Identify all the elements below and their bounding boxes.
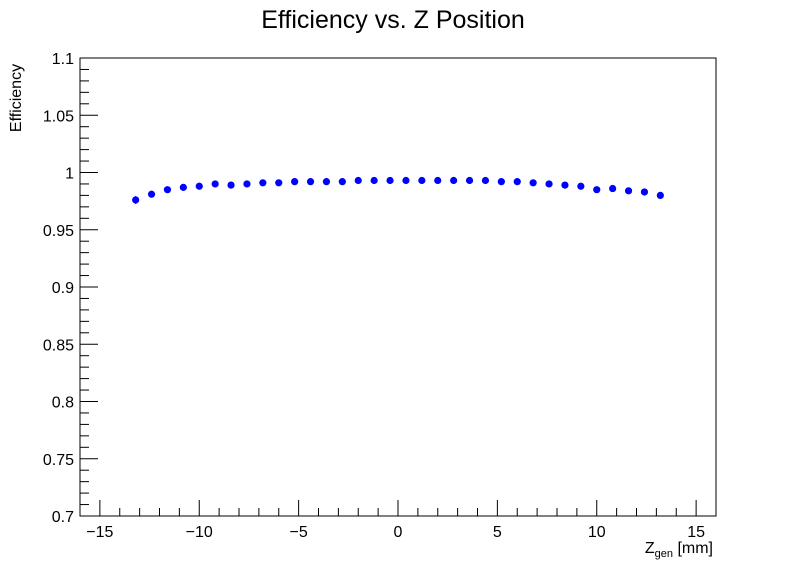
- data-marker: [132, 196, 140, 204]
- data-point: [529, 179, 537, 187]
- x-axis-title: Zgen [mm]: [645, 540, 713, 560]
- data-point: [179, 183, 187, 191]
- data-marker: [306, 178, 315, 186]
- data-marker: [481, 176, 490, 185]
- data-marker: [529, 179, 537, 187]
- data-point: [577, 182, 585, 190]
- data-point: [402, 176, 410, 185]
- data-point: [497, 178, 505, 186]
- data-marker: [243, 180, 251, 188]
- data-point: [481, 176, 490, 185]
- x-tick-label: 10: [588, 524, 606, 541]
- y-tick-label: 0.95: [43, 223, 74, 240]
- data-marker: [418, 176, 426, 185]
- data-point: [338, 178, 346, 186]
- x-tick-label: 15: [687, 524, 705, 541]
- y-tick-label: 0.75: [43, 452, 74, 469]
- x-tick-label: 5: [493, 524, 502, 541]
- data-point: [195, 182, 203, 190]
- data-marker: [163, 186, 172, 194]
- y-tick-label: 0.9: [52, 280, 74, 297]
- data-marker: [259, 179, 267, 187]
- data-marker: [386, 176, 394, 185]
- data-point: [211, 180, 219, 188]
- data-marker: [227, 181, 235, 189]
- y-axis-title: Efficiency: [8, 64, 25, 132]
- data-marker: [275, 179, 283, 187]
- data-point: [163, 186, 172, 194]
- data-marker: [624, 187, 633, 195]
- data-marker: [609, 184, 617, 193]
- y-tick-label: 0.85: [43, 337, 74, 354]
- data-point: [259, 179, 267, 187]
- data-point: [545, 180, 553, 188]
- data-point: [243, 180, 251, 188]
- x-axis-title-unit: [mm]: [673, 540, 713, 557]
- x-tick-label: −5: [290, 524, 308, 541]
- data-point: [593, 186, 601, 194]
- y-tick-label: 0.7: [52, 509, 74, 526]
- plot-frame: [79, 57, 717, 517]
- data-point: [306, 178, 315, 186]
- data-point: [656, 191, 664, 199]
- y-tick-label: 1.1: [52, 51, 74, 68]
- y-tick-label: 1.05: [43, 108, 74, 125]
- data-point: [418, 176, 426, 185]
- data-marker: [434, 176, 442, 185]
- data-marker: [497, 178, 505, 186]
- data-marker: [291, 178, 299, 186]
- data-marker: [354, 176, 362, 185]
- data-marker: [561, 181, 569, 189]
- x-tick-label: −15: [86, 524, 113, 541]
- x-tick-label: 0: [394, 524, 403, 541]
- data-marker: [179, 183, 187, 191]
- data-point: [386, 176, 394, 185]
- data-marker: [577, 182, 585, 190]
- x-axis-title-main: Z: [645, 540, 655, 557]
- chart-title: Efficiency vs. Z Position: [261, 6, 525, 34]
- x-axis-title-subscript: gen: [655, 548, 673, 560]
- data-point: [640, 188, 649, 196]
- data-point: [291, 178, 299, 186]
- data-marker: [640, 188, 649, 196]
- x-axis: −15 −10 −5 0 5 10 15: [79, 500, 717, 541]
- data-point: [275, 179, 283, 187]
- data-marker: [593, 186, 601, 194]
- data-point: [354, 176, 362, 185]
- data-marker: [338, 178, 346, 186]
- data-point: [322, 178, 331, 186]
- data-marker: [465, 176, 474, 185]
- data-point: [609, 184, 617, 193]
- y-axis: 0.7 0.75 0.8 0.85 0.9 0.95 1 1.05 1.1: [43, 51, 98, 526]
- data-point: [227, 181, 235, 189]
- data-marker: [147, 190, 156, 198]
- y-tick-label: 0.8: [52, 395, 74, 412]
- data-marker: [402, 176, 410, 185]
- data-point: [370, 176, 378, 185]
- data-marker: [370, 176, 378, 185]
- data-point: [434, 176, 442, 185]
- data-point: [450, 176, 458, 185]
- data-points: [132, 176, 664, 204]
- data-point: [624, 187, 633, 195]
- data-marker: [656, 191, 664, 199]
- data-marker: [513, 178, 521, 186]
- x-tick-label: −10: [186, 524, 213, 541]
- data-point: [147, 190, 156, 198]
- data-marker: [211, 180, 219, 188]
- data-point: [561, 181, 569, 189]
- data-point: [465, 176, 474, 185]
- y-tick-label: 1: [65, 166, 74, 183]
- data-marker: [545, 180, 553, 188]
- data-point: [132, 195, 140, 204]
- data-point: [513, 178, 521, 186]
- data-marker: [450, 176, 458, 185]
- data-marker: [195, 182, 203, 190]
- data-marker: [322, 178, 331, 186]
